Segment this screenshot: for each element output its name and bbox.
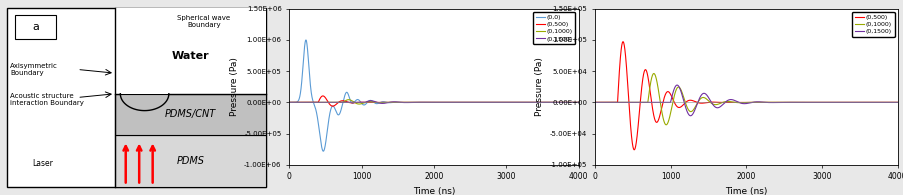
(0,500) [829, 101, 840, 104]
Bar [115, 8, 265, 94]
(0,500) [628, 149, 639, 151]
(0,1500) [671, 84, 682, 86]
Line: (0,0): (0,0) [289, 40, 578, 151]
(0,500) [513, 101, 524, 104]
(0,1000) [353, 103, 364, 105]
(0,1000) [660, 124, 671, 126]
(0,1000) [781, 101, 792, 104]
Bar [115, 135, 265, 187]
(0,1500) [698, 92, 709, 95]
(0,500) [891, 101, 902, 104]
(0,1500) [891, 101, 902, 104]
Line: (0,500): (0,500) [594, 42, 897, 150]
(0,1500) [768, 101, 778, 104]
(0,0) [284, 101, 294, 104]
(0,1500) [684, 115, 695, 117]
(0,500) [573, 101, 583, 104]
(0,500) [589, 101, 600, 104]
(0,1500) [604, 101, 615, 104]
(0,0) [467, 101, 478, 104]
(0,1000) [343, 98, 354, 101]
X-axis label: Time (ns): Time (ns) [413, 187, 454, 195]
Text: Axisymmetric
Boundary: Axisymmetric Boundary [10, 63, 58, 76]
Y-axis label: Pressure (Pa): Pressure (Pa) [535, 57, 544, 116]
(0,1000) [573, 101, 583, 104]
(0,0) [573, 101, 583, 104]
(0,1000) [513, 101, 524, 104]
(0,500) [604, 101, 615, 104]
Text: a: a [32, 22, 39, 32]
(0,500) [617, 41, 628, 43]
Text: Laser: Laser [32, 159, 52, 168]
X-axis label: Time (ns): Time (ns) [724, 187, 767, 195]
(0,500) [317, 95, 328, 97]
(0,1500) [589, 101, 600, 104]
(0,0) [298, 54, 309, 56]
(0,1000) [829, 101, 840, 104]
(0,1500) [498, 101, 508, 104]
(0,1500) [513, 101, 524, 104]
(0,1500) [573, 101, 583, 104]
Line: (0,1500): (0,1500) [289, 101, 578, 103]
(0,0) [318, 150, 329, 152]
Line: (0,1000): (0,1000) [289, 100, 578, 104]
Line: (0,500): (0,500) [289, 96, 578, 106]
Text: PDMS: PDMS [176, 156, 204, 166]
(0,0) [513, 101, 524, 104]
Legend: (0,0), (0,500), (0,1000), (0,1500): (0,0), (0,500), (0,1000), (0,1500) [533, 12, 575, 44]
Text: PDMS/CNT: PDMS/CNT [164, 109, 216, 119]
(0,1000) [891, 101, 902, 104]
(0,1500) [365, 100, 376, 102]
(0,1000) [467, 101, 478, 104]
(0,500) [698, 102, 709, 104]
(0,0) [388, 101, 399, 104]
(0,1000) [388, 101, 399, 104]
(0,1500) [388, 101, 399, 103]
Legend: (0,500), (0,1000), (0,1500): (0,500), (0,1000), (0,1500) [852, 12, 894, 37]
(0,1000) [604, 101, 615, 104]
Bar [15, 15, 56, 39]
(0,500) [498, 101, 508, 104]
(0,1500) [467, 101, 478, 104]
(0,1500) [298, 101, 309, 104]
Text: Acoustic structure
interaction Boundary: Acoustic structure interaction Boundary [10, 93, 84, 106]
(0,1000) [298, 101, 309, 104]
(0,500) [454, 101, 465, 104]
(0,500) [388, 101, 399, 104]
(0,1500) [377, 102, 387, 105]
(0,1000) [813, 101, 824, 104]
(0,0) [454, 101, 465, 104]
Text: Spherical wave
Boundary: Spherical wave Boundary [177, 15, 230, 28]
(0,1500) [284, 101, 294, 104]
(0,1000) [454, 101, 465, 104]
(0,500) [781, 101, 792, 104]
Text: Water: Water [172, 51, 209, 61]
Line: (0,1500): (0,1500) [594, 85, 897, 116]
(0,1000) [647, 72, 658, 75]
(0,1500) [813, 101, 824, 104]
(0,500) [284, 101, 294, 104]
Y-axis label: Pressure (Pa): Pressure (Pa) [229, 57, 238, 116]
Bar [115, 94, 265, 135]
(0,500) [768, 101, 778, 104]
(0,1000) [768, 101, 778, 104]
(0,1000) [698, 97, 709, 99]
(0,0) [498, 101, 508, 104]
(0,500) [298, 101, 309, 104]
(0,1500) [829, 101, 840, 104]
(0,1000) [589, 101, 600, 104]
(0,1000) [284, 101, 294, 104]
(0,1000) [498, 101, 508, 104]
(0,500) [327, 105, 338, 107]
(0,500) [813, 101, 824, 104]
(0,1500) [781, 101, 792, 104]
Line: (0,1000): (0,1000) [594, 74, 897, 125]
(0,0) [300, 39, 311, 41]
(0,500) [467, 101, 478, 104]
(0,1500) [454, 101, 465, 104]
